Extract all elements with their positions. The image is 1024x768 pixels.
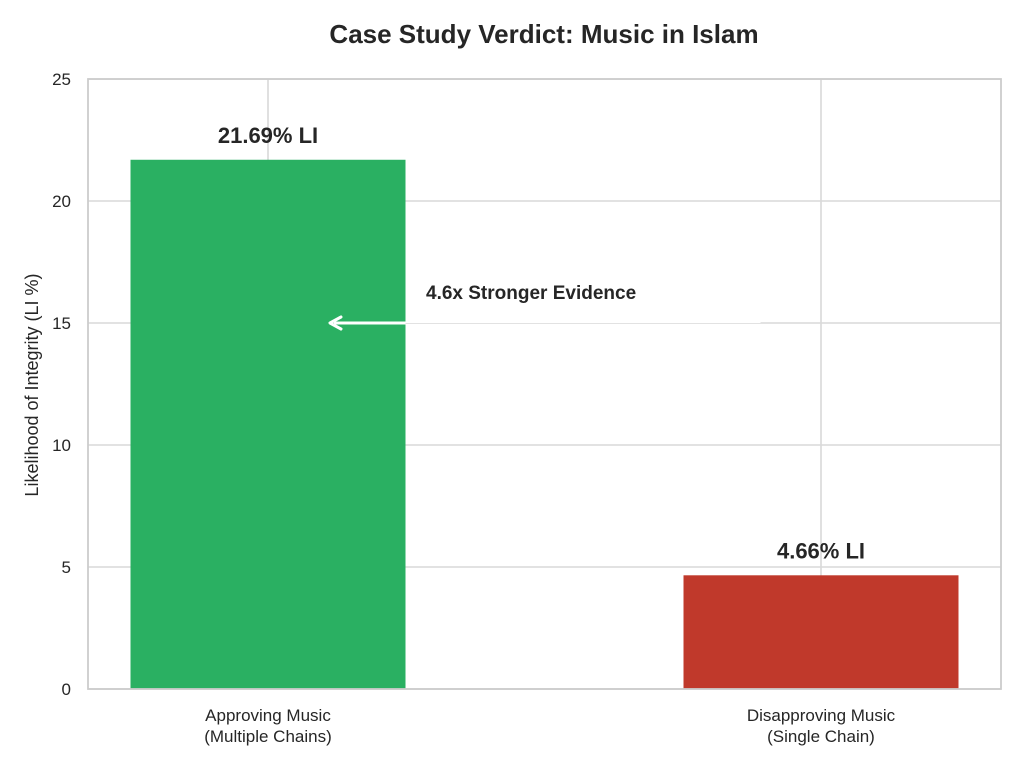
bar: [683, 575, 959, 689]
plot-border: [87, 78, 1002, 690]
annotation-arrow-head: [328, 315, 343, 331]
x-category-label: Approving Music (Multiple Chains): [204, 706, 332, 746]
annotation: 4.6x Stronger Evidence: [328, 265, 761, 331]
bars: [130, 159, 959, 689]
annotation-box: [405, 265, 761, 323]
x-category-label-line: (Single Chain): [767, 727, 875, 746]
y-axis-ticks: 0 5 10 15 20 25: [52, 70, 71, 699]
x-category-label-line: (Multiple Chains): [204, 727, 332, 746]
bar-value-label: 21.69% LI: [218, 123, 318, 148]
x-category-label-line: Approving Music: [205, 706, 331, 725]
data-labels: 21.69% LI 4.66% LI: [218, 123, 865, 564]
y-tick-label: 10: [52, 436, 71, 455]
y-tick-label: 15: [52, 314, 71, 333]
y-tick-label: 20: [52, 192, 71, 211]
y-tick-label: 5: [62, 558, 71, 577]
x-category-label: Disapproving Music (Single Chain): [747, 706, 896, 746]
y-axis-label: Likelihood of Integrity (LI %): [22, 273, 42, 496]
y-tick-label: 25: [52, 70, 71, 89]
x-axis-categories: Approving Music (Multiple Chains) Disappro…: [204, 706, 895, 746]
plot-frame: [87, 78, 1002, 690]
y-tick-label: 0: [62, 680, 71, 699]
bar-value-label: 4.66% LI: [777, 538, 865, 563]
x-category-label-line: Disapproving Music: [747, 706, 896, 725]
bar: [130, 159, 406, 689]
chart-title: Case Study Verdict: Music in Islam: [329, 19, 758, 49]
annotation-text: 4.6x Stronger Evidence: [426, 283, 636, 304]
